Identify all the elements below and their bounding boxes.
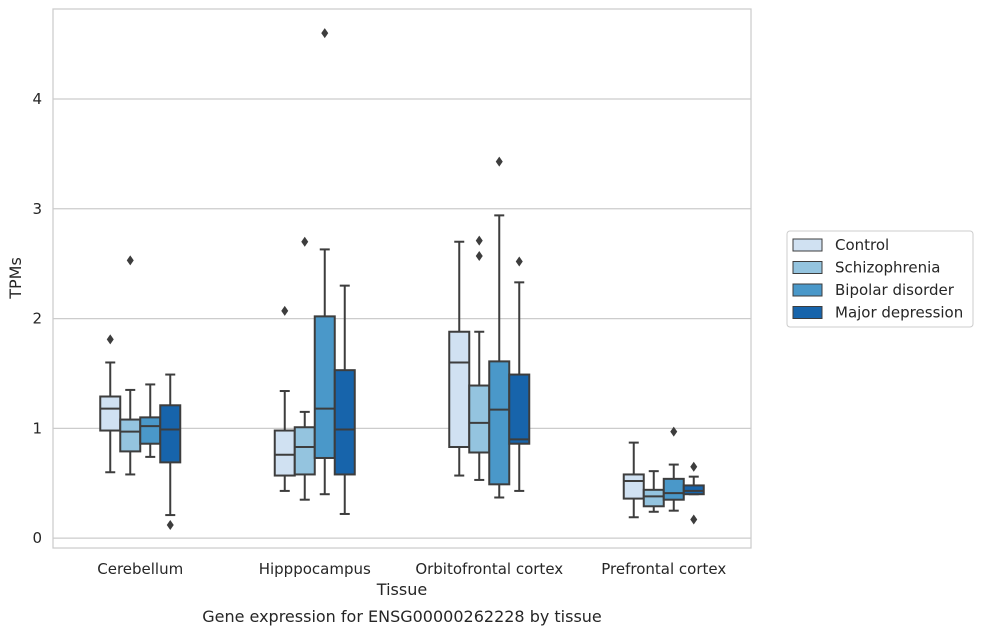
outlier-point: [495, 156, 503, 167]
y-tick-label: 2: [32, 310, 42, 328]
y-tick-label: 1: [32, 419, 42, 437]
legend-swatch: [792, 238, 823, 252]
x-tick-label: Hipppocampus: [259, 560, 371, 578]
box-body: [119, 418, 142, 453]
outlier-point: [301, 236, 309, 247]
legend-swatch: [792, 306, 823, 319]
outlier-point: [106, 334, 114, 345]
outlier-point: [475, 250, 483, 261]
legend-label: Control: [835, 236, 889, 254]
box-body: [313, 315, 336, 459]
box-schizophrenia: [119, 255, 142, 476]
gridlines: [53, 98, 751, 539]
box-body: [333, 369, 356, 476]
y-tick-label: 3: [32, 200, 42, 218]
box-schizophrenia: [642, 470, 665, 513]
box-bipolar-disorder: [662, 426, 685, 512]
box-major-depression: [682, 461, 705, 525]
box-control: [448, 240, 471, 477]
box-bipolar-disorder: [139, 383, 162, 458]
box-schizophrenia: [293, 236, 316, 501]
x-axis-label: Tissue: [376, 580, 427, 599]
y-tick-label: 4: [32, 90, 42, 108]
outlier-point: [690, 461, 698, 472]
legend: Control Schizophrenia Bipolar disorder Majo…: [786, 230, 974, 328]
outlier-point: [670, 426, 678, 437]
legend-swatch: [792, 283, 823, 297]
outlier-point: [515, 256, 523, 267]
box-body: [682, 484, 705, 496]
box-major-depression: [159, 373, 182, 530]
x-tick-label: Orbitofrontal cortex: [415, 560, 563, 578]
plot-area: [99, 28, 705, 530]
box-body: [508, 373, 531, 445]
outlier-point: [126, 255, 134, 266]
box-body: [488, 360, 511, 486]
box-body: [448, 330, 471, 449]
outlier-point: [166, 519, 174, 530]
box-body: [642, 488, 665, 508]
x-axis: Cerebellum Hipppocampus Orbitofrontal cort…: [97, 560, 726, 578]
legend-label: Schizophrenia: [835, 259, 940, 277]
legend-frame: [786, 230, 974, 328]
y-axis-label: TPMs: [6, 257, 25, 300]
box-body: [139, 416, 162, 445]
box-body: [622, 473, 645, 500]
x-tick-label: Prefrontal cortex: [601, 560, 726, 578]
box-body: [159, 404, 182, 464]
legend-label: Major depression: [835, 304, 963, 322]
outlier-point: [281, 305, 289, 316]
box-schizophrenia: [468, 235, 491, 481]
y-axis: 0 1 2 3 4: [32, 90, 42, 547]
outlier-point: [690, 514, 698, 525]
outlier-point: [475, 235, 483, 246]
box-body: [99, 395, 122, 432]
box-bipolar-disorder: [488, 156, 511, 499]
y-tick-label: 0: [32, 529, 42, 547]
chart-caption: Gene expression for ENSG00000262228 by t…: [202, 607, 602, 626]
box-control: [622, 441, 645, 519]
box-body: [468, 384, 491, 454]
legend-swatch: [792, 261, 823, 274]
box-body: [662, 477, 685, 501]
box-control: [99, 334, 122, 474]
legend-label: Bipolar disorder: [835, 281, 955, 299]
box-control: [273, 305, 296, 492]
outlier-point: [321, 28, 329, 39]
box-major-depression: [508, 256, 531, 492]
box-body: [273, 429, 296, 477]
x-tick-label: Cerebellum: [97, 560, 183, 578]
box-body: [293, 426, 316, 476]
box-bipolar-disorder: [313, 28, 336, 496]
plot-frame: [52, 8, 752, 549]
box-major-depression: [333, 284, 356, 515]
